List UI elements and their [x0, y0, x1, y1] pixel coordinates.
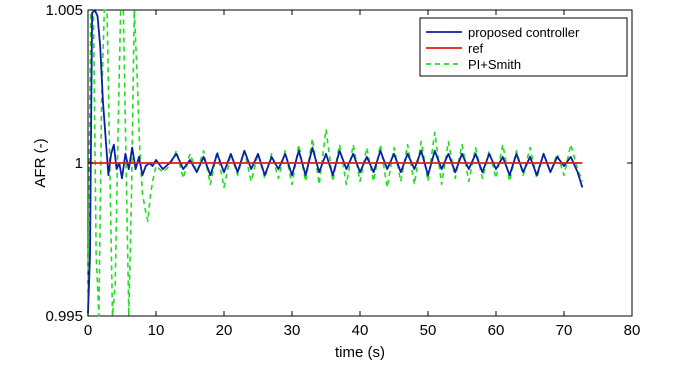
labels-layer: 0 10 20 30 40 50 60 70 80 0.995 1 1.005 time (s) AFR … [32, 2, 640, 361]
legend-label: proposed controller [468, 25, 580, 40]
legend-label: PI+Smith [468, 57, 521, 72]
y-tick-label: 1 [75, 155, 83, 172]
x-tick-label: 0 [84, 322, 92, 339]
x-tick-label: 70 [556, 322, 573, 339]
legend-label: ref [468, 41, 484, 56]
x-tick-label: 50 [420, 322, 437, 339]
series-line-proposed-controller [87, 9, 584, 313]
series-line-pi-smith [87, 9, 584, 317]
axes-layer [87, 9, 633, 317]
x-axis-label: time (s) [335, 344, 385, 361]
x-tick-label: 40 [352, 322, 369, 339]
y-tick-label: 0.995 [45, 308, 83, 325]
x-tick-label: 20 [216, 322, 233, 339]
x-tick-label: 60 [488, 322, 505, 339]
y-tick-label: 1.005 [45, 2, 83, 19]
x-tick-label: 30 [284, 322, 301, 339]
y-axis-label: AFR (-) [32, 138, 49, 187]
x-tick-label: 10 [148, 322, 165, 339]
series-layer [87, 9, 584, 317]
legend-box [419, 17, 628, 77]
x-tick-label: 80 [624, 322, 641, 339]
